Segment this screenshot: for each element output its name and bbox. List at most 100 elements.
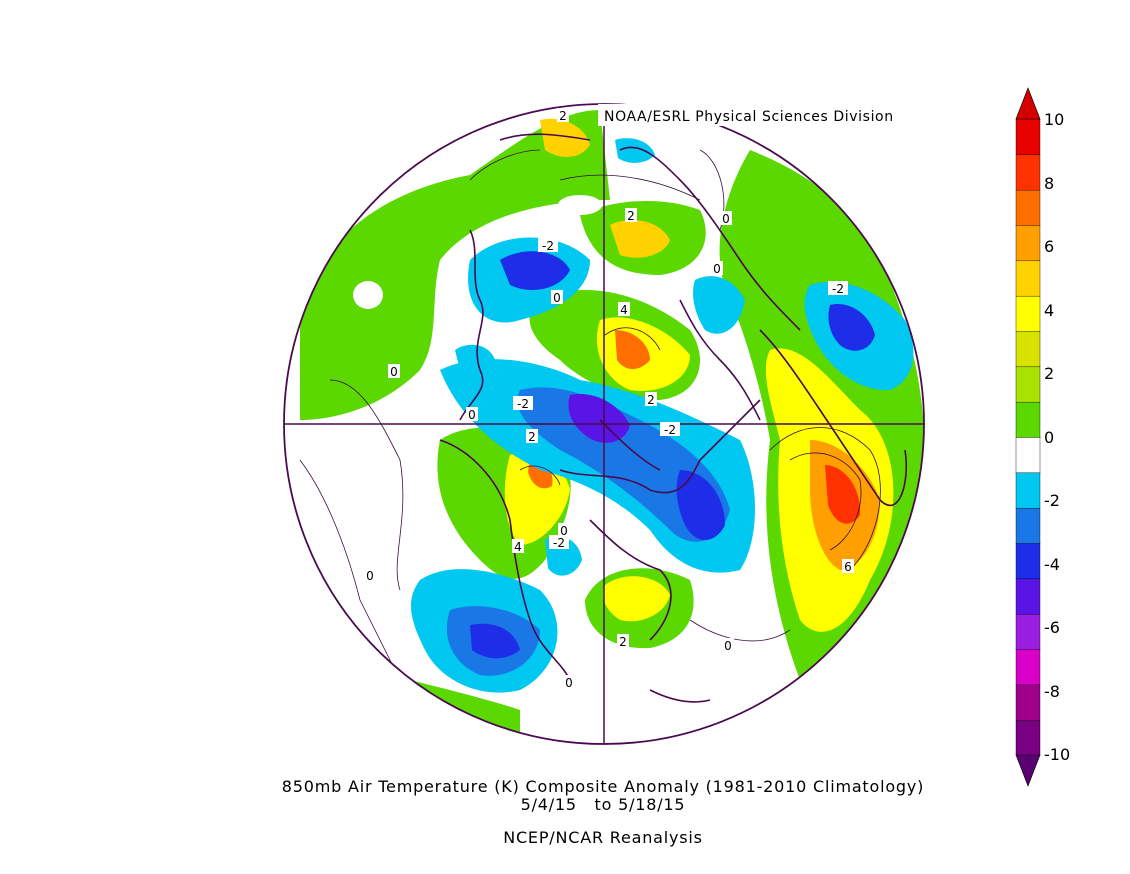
credit-text: NOAA/ESRL Physical Sciences Division (604, 109, 894, 125)
contour-label: 0 (466, 407, 478, 422)
colorbar-band (1015, 436, 1041, 474)
anomaly-area-west-cold-patch (455, 344, 495, 375)
date-range: 5/4/15 to 5/18/15 (521, 795, 686, 814)
contour-label: -2 (559, 535, 571, 549)
colorbar-tick: -2 (1044, 491, 1060, 510)
contour-label: 0 (551, 290, 563, 305)
contour-label: -2 (513, 396, 533, 411)
svg-text:2: 2 (647, 393, 655, 407)
svg-text:-2: -2 (517, 397, 529, 411)
svg-text:-2: -2 (832, 282, 844, 296)
svg-text:0: 0 (390, 365, 398, 379)
polar-map (283, 103, 925, 745)
data-source: NCEP/NCAR Reanalysis (503, 828, 703, 847)
anomaly-area-west-green (300, 110, 610, 420)
contour-label: -2 (660, 422, 680, 437)
colorbar-tick: 0 (1044, 428, 1054, 447)
anomaly-area-south-warm (603, 576, 670, 622)
contour-value-labels: 2 -2 0 2 0 0 4 -2 0 0 -2 2 -2 2 0 -2 4 0… (364, 108, 854, 690)
svg-text:2: 2 (627, 209, 635, 223)
contour-label: 0 (388, 364, 400, 379)
anomaly-area-east-hot-core (825, 465, 861, 524)
contour-label: -2 (538, 238, 558, 253)
contour-label: -2 (549, 535, 569, 550)
svg-text:-2: -2 (542, 239, 554, 253)
anomaly-area-west-white-hole (353, 281, 383, 309)
svg-text:4: 4 (620, 303, 628, 317)
contour-label: 2 (645, 392, 657, 407)
contour-label: 0 (722, 638, 734, 653)
svg-text:0: 0 (713, 262, 721, 276)
anomaly-area-northwest-cold-core (500, 251, 570, 290)
contour-label: 0 (711, 261, 723, 276)
colorbar-band (1015, 507, 1041, 544)
colorbar-band (1015, 118, 1041, 156)
svg-text:2: 2 (528, 430, 536, 444)
credit-background (598, 104, 924, 126)
anomaly-area-northeast-cold-core (828, 304, 875, 351)
svg-text:2: 2 (619, 635, 627, 649)
anomaly-area-pole-cold-core (568, 394, 630, 443)
anomaly-area-southwest-warm (504, 452, 570, 545)
colorbar-band (1015, 224, 1041, 262)
colorbar-tick: 6 (1044, 237, 1054, 256)
colorbar-band (1015, 542, 1041, 580)
svg-text:0: 0 (560, 524, 568, 538)
contour-label: 2 (526, 429, 538, 444)
colorbar-tick-labels: 10 8 6 4 2 0 -2 -4 -6 -8 -10 (1044, 110, 1070, 764)
colorbar-tick: -6 (1044, 618, 1060, 637)
colorbar: 10 8 6 4 2 0 -2 -4 -6 -8 -10 (1015, 87, 1070, 787)
contour-label: -2 (828, 281, 848, 296)
contour-label: 0 (563, 675, 575, 690)
colorbar-band (1015, 260, 1041, 297)
contour-label: 0 (720, 211, 732, 226)
svg-text:4: 4 (514, 540, 522, 554)
colorbar-band (1015, 401, 1041, 438)
anomaly-area-top-warm (540, 118, 590, 157)
colorbar-band (1015, 295, 1041, 332)
svg-text:-2: -2 (553, 536, 565, 550)
contour-label: 4 (618, 302, 630, 317)
colorbar-band (1015, 189, 1041, 226)
anomaly-area-north-white-hole (558, 195, 602, 215)
svg-text:6: 6 (844, 560, 852, 574)
svg-text:0: 0 (722, 212, 730, 226)
contour-label: 2 (625, 208, 637, 223)
colorbar-band (1015, 472, 1041, 509)
contour-label: 2 (617, 634, 629, 649)
svg-text:2: 2 (559, 109, 567, 123)
colorbar-band (1015, 330, 1041, 368)
map-title: 850mb Air Temperature (K) Composite Anom… (282, 777, 924, 796)
colorbar-band (1015, 719, 1041, 756)
colorbar-tick: 4 (1044, 301, 1054, 320)
anomaly-area-southeast-cold-core (676, 470, 725, 540)
colorbar-band (1015, 366, 1041, 403)
svg-text:0: 0 (724, 639, 732, 653)
svg-text:0: 0 (468, 408, 476, 422)
anomaly-area-southwest-cold-core (470, 623, 520, 659)
colorbar-band (1015, 154, 1041, 191)
contour-label: 2 (557, 108, 569, 123)
colorbar-band (1015, 578, 1041, 615)
contour-label: 0 (364, 568, 376, 583)
colorbar-tick: -10 (1044, 745, 1070, 764)
contour-label: 4 (512, 539, 524, 554)
svg-text:0: 0 (553, 291, 561, 305)
colorbar-tick: 8 (1044, 174, 1054, 193)
colorbar-tick: 10 (1044, 110, 1064, 129)
anomaly-area-center-warm-core (615, 330, 650, 369)
anomaly-area-north-cold (693, 276, 745, 334)
svg-text:0: 0 (366, 569, 374, 583)
svg-text:0: 0 (565, 676, 573, 690)
anomaly-area-top-cold (615, 138, 655, 163)
colorbar-top-arrow (1015, 87, 1041, 120)
anomaly-area-northcenter-warm (610, 220, 670, 258)
colorbar-band (1015, 684, 1041, 721)
contour-label: 0 (558, 523, 570, 538)
svg-text:-2: -2 (664, 423, 676, 437)
colorbar-bands (1015, 118, 1041, 756)
colorbar-tick: -8 (1044, 682, 1060, 701)
colorbar-band (1015, 613, 1041, 650)
colorbar-tick: -4 (1044, 555, 1060, 574)
